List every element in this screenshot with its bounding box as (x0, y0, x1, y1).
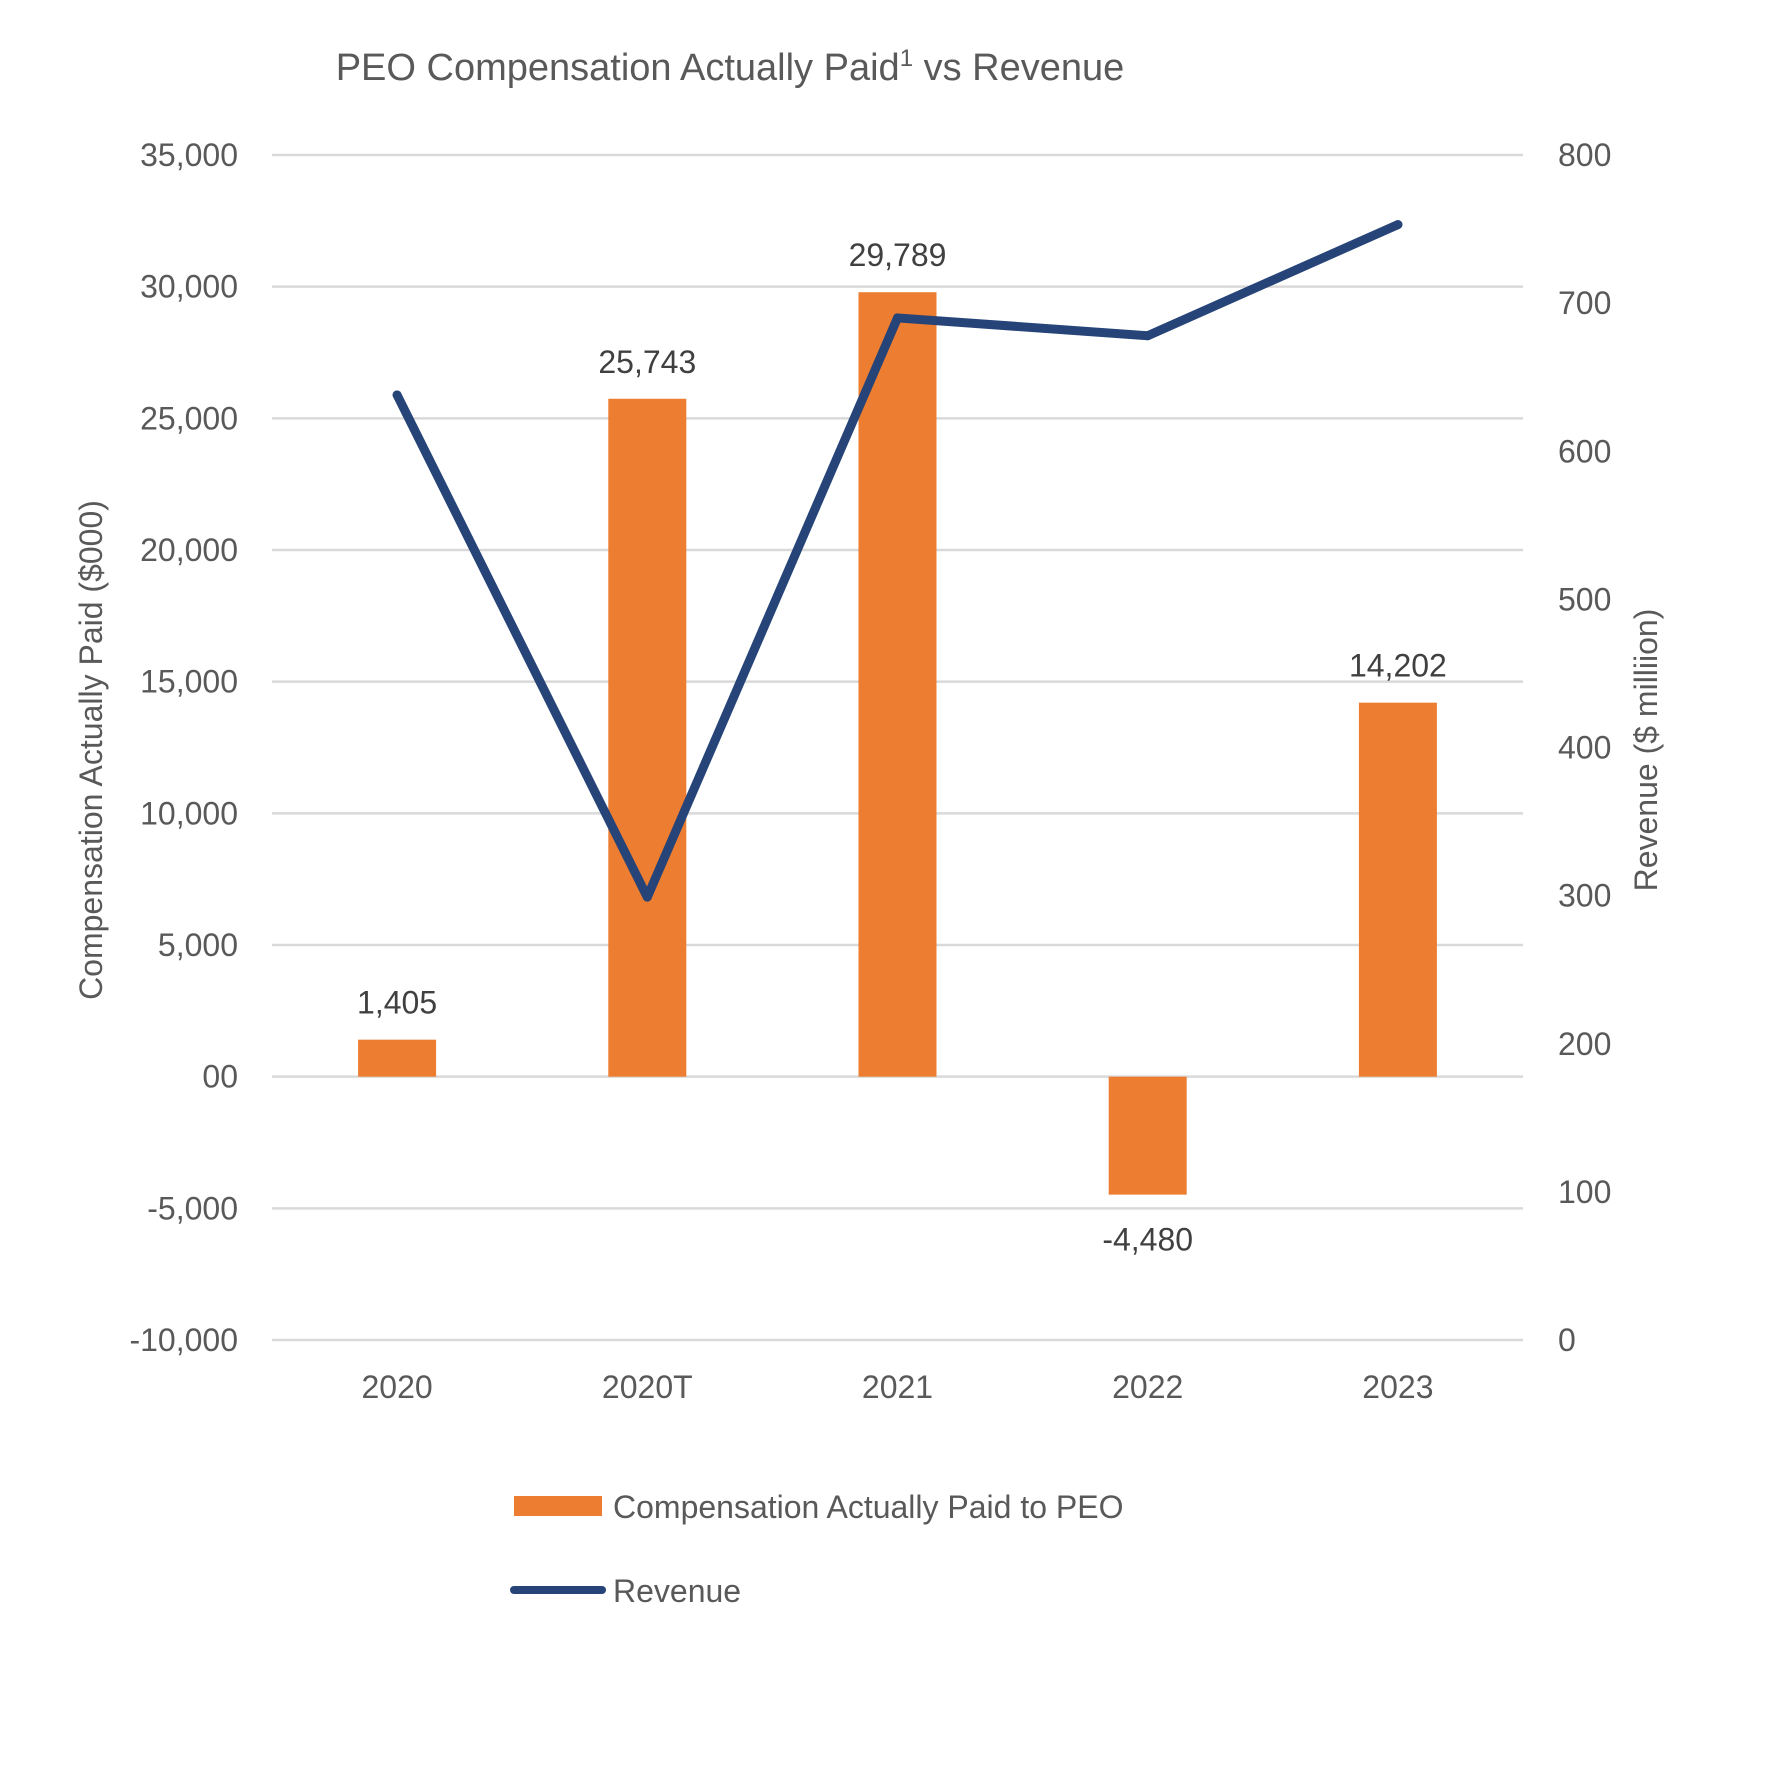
bar (358, 1039, 437, 1077)
bar-data-label: -4,480 (1102, 1222, 1193, 1258)
legend-label-revenue: Revenue (613, 1573, 741, 1609)
x-axis-ticks: 2020 2020T 2021 2022 2023 (362, 1369, 1434, 1405)
data-labels: 1,405 25,743 29,789 -4,480 14,202 (357, 237, 1447, 1257)
right-tick-label: 200 (1558, 1026, 1611, 1062)
bar-data-label: 29,789 (849, 237, 947, 273)
left-tick-label: 20,000 (140, 532, 238, 568)
chart-title-superscript: 1 (900, 45, 913, 72)
chart-title-main: PEO Compensation Actually Paid (336, 47, 900, 89)
x-tick-label: 2023 (1362, 1369, 1433, 1405)
bar (1108, 1076, 1187, 1195)
left-axis-label: Compensation Actually Paid ($000) (73, 500, 109, 1000)
revenue-point (392, 390, 402, 400)
right-tick-label: 300 (1558, 878, 1611, 914)
right-tick-label: 500 (1558, 581, 1611, 617)
right-tick-label: 0 (1558, 1322, 1576, 1358)
bar-series (358, 292, 1437, 1195)
revenue-point (893, 313, 902, 323)
x-tick-label: 2021 (862, 1369, 933, 1405)
chart-title-suffix: vs Revenue (913, 47, 1124, 89)
bar-data-label: 25,743 (598, 344, 696, 380)
left-tick-label: 5,000 (158, 927, 238, 963)
left-tick-label: 25,000 (140, 400, 238, 436)
line-series (392, 220, 1403, 902)
x-tick-label: 2020 (362, 1369, 433, 1405)
bar-data-label: 1,405 (357, 985, 437, 1021)
left-tick-label: 00 (202, 1059, 238, 1095)
left-axis-ticks: 35,000 30,000 25,000 20,000 15,000 10,000 5,00… (129, 137, 238, 1358)
right-tick-label: 700 (1558, 285, 1611, 321)
x-tick-label: 2020T (602, 1369, 693, 1405)
chart-title: PEO Compensation Actually Paid1 vs Reven… (336, 45, 1125, 89)
x-tick-label: 2022 (1112, 1369, 1183, 1405)
bar (608, 398, 687, 1077)
revenue-point (1393, 220, 1403, 230)
right-tick-label: 100 (1558, 1174, 1611, 1210)
right-tick-label: 800 (1558, 137, 1611, 173)
left-tick-label: 35,000 (140, 137, 238, 173)
revenue-point (642, 892, 652, 902)
bar-data-label: 14,202 (1349, 648, 1447, 684)
legend: Compensation Actually Paid to PEO Revenu… (510, 1489, 1124, 1609)
right-tick-label: 600 (1558, 433, 1611, 469)
left-tick-label: 30,000 (140, 269, 238, 305)
right-axis-label: Revenue ($ milliion) (1628, 609, 1664, 892)
bar (1358, 702, 1437, 1077)
bar (858, 292, 937, 1077)
left-tick-label: -5,000 (147, 1190, 238, 1226)
left-tick-label: 10,000 (140, 795, 238, 831)
left-tick-label: -10,000 (129, 1322, 238, 1358)
legend-label-compensation: Compensation Actually Paid to PEO (613, 1489, 1124, 1525)
revenue-point (1143, 331, 1153, 341)
right-axis-ticks: 800 700 600 500 400 300 200 100 0 (1558, 137, 1611, 1358)
right-tick-label: 400 (1558, 730, 1611, 766)
left-tick-label: 15,000 (140, 664, 238, 700)
legend-swatch-compensation (514, 1496, 602, 1516)
